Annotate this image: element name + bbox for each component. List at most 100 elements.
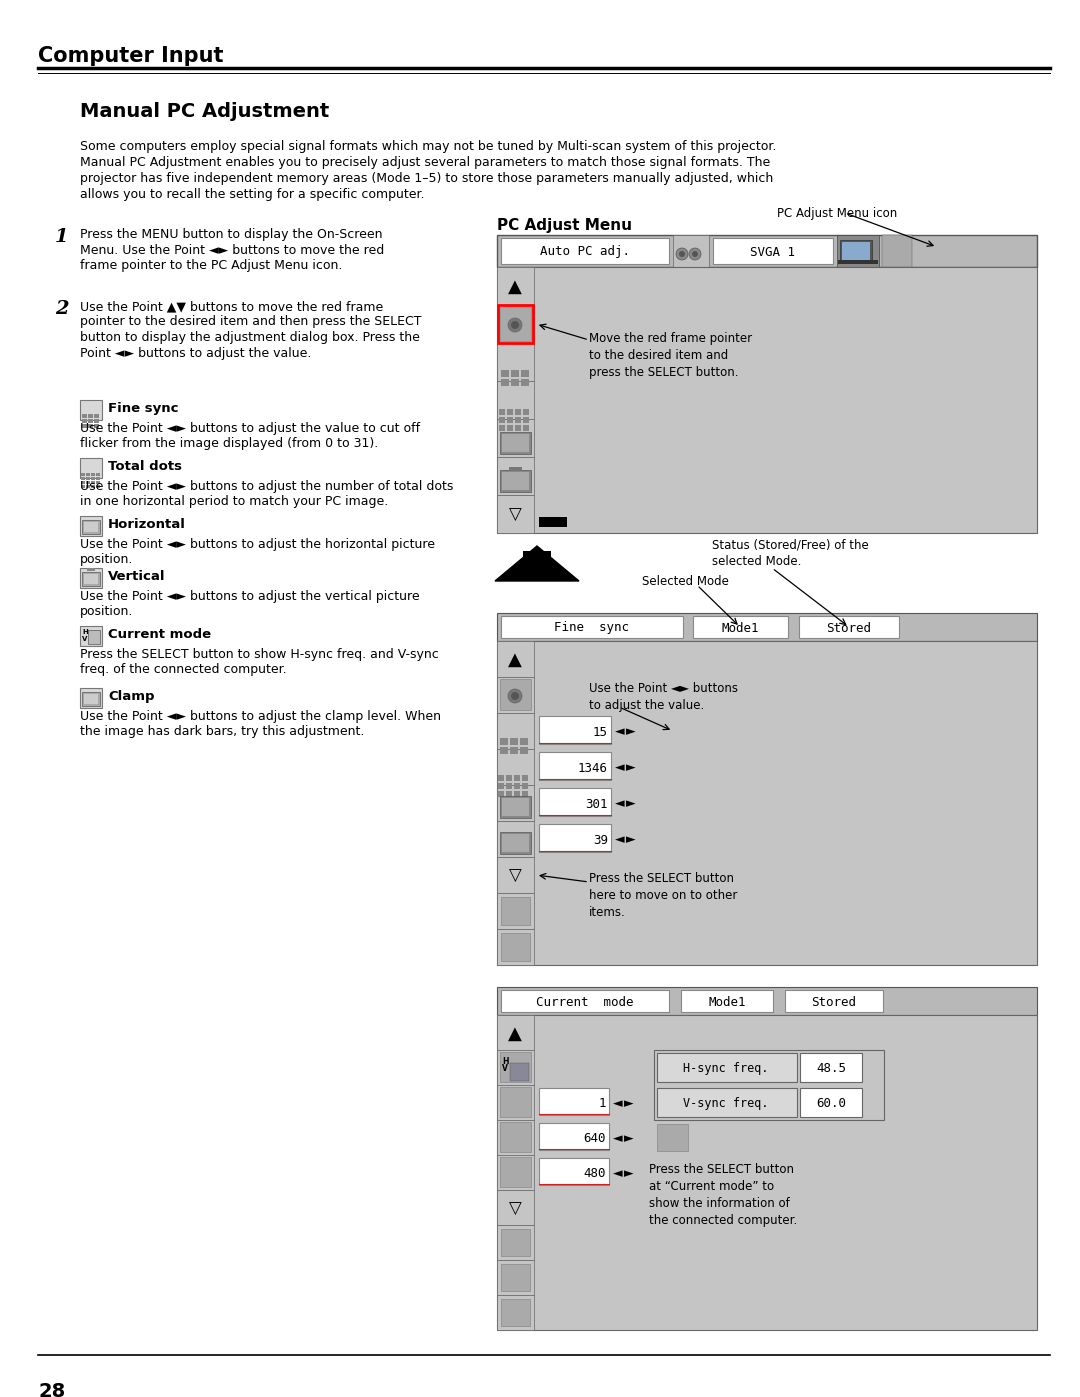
Text: position.: position. (80, 553, 133, 567)
Text: Manual PC Adjustment: Manual PC Adjustment (80, 102, 329, 122)
FancyBboxPatch shape (673, 235, 708, 267)
Text: Fine sync: Fine sync (108, 402, 178, 415)
FancyBboxPatch shape (87, 414, 93, 418)
Text: ◄: ◄ (613, 1132, 623, 1146)
Text: ►: ► (626, 798, 636, 810)
FancyBboxPatch shape (502, 798, 529, 816)
Text: Use the Point ◄► buttons to adjust the value to cut off: Use the Point ◄► buttons to adjust the v… (80, 422, 420, 434)
FancyBboxPatch shape (657, 1088, 797, 1118)
FancyBboxPatch shape (81, 474, 85, 476)
FancyBboxPatch shape (523, 416, 529, 423)
FancyBboxPatch shape (500, 432, 531, 454)
Text: Stored: Stored (826, 622, 872, 634)
FancyBboxPatch shape (514, 775, 519, 781)
FancyBboxPatch shape (96, 474, 100, 476)
Text: Current  mode: Current mode (537, 996, 634, 1009)
Text: the image has dark bars, try this adjustment.: the image has dark bars, try this adjust… (80, 725, 364, 739)
FancyBboxPatch shape (497, 749, 534, 785)
FancyBboxPatch shape (497, 344, 534, 381)
FancyBboxPatch shape (497, 1225, 534, 1260)
Text: 48.5: 48.5 (816, 1062, 846, 1076)
Text: V-sync freq.: V-sync freq. (684, 1097, 769, 1111)
FancyBboxPatch shape (84, 694, 98, 704)
FancyBboxPatch shape (522, 782, 528, 789)
FancyBboxPatch shape (501, 1229, 530, 1256)
FancyBboxPatch shape (785, 990, 883, 1011)
Text: V: V (502, 1065, 508, 1073)
FancyBboxPatch shape (80, 569, 102, 588)
FancyBboxPatch shape (497, 988, 1037, 1016)
FancyBboxPatch shape (800, 1053, 862, 1083)
Text: SVGA 1: SVGA 1 (751, 246, 796, 258)
FancyBboxPatch shape (84, 574, 98, 584)
FancyBboxPatch shape (80, 687, 102, 708)
FancyBboxPatch shape (501, 1299, 530, 1326)
Text: Manual PC Adjustment enables you to precisely adjust several parameters to match: Manual PC Adjustment enables you to prec… (80, 156, 770, 169)
FancyBboxPatch shape (507, 416, 513, 423)
Text: Some computers employ special signal formats which may not be tuned by Multi-sca: Some computers employ special signal for… (80, 140, 777, 154)
FancyBboxPatch shape (840, 240, 872, 263)
Text: position.: position. (80, 605, 133, 619)
Text: 60.0: 60.0 (816, 1097, 846, 1111)
FancyBboxPatch shape (502, 834, 529, 852)
Text: 480: 480 (583, 1166, 606, 1180)
FancyBboxPatch shape (509, 467, 522, 471)
FancyBboxPatch shape (497, 1190, 534, 1225)
Text: H: H (82, 629, 87, 636)
FancyBboxPatch shape (499, 416, 505, 423)
Text: Fine  sync: Fine sync (554, 622, 630, 634)
Circle shape (511, 692, 519, 700)
FancyBboxPatch shape (501, 1264, 530, 1291)
FancyBboxPatch shape (82, 419, 87, 423)
FancyBboxPatch shape (507, 409, 513, 415)
Text: Selected Mode: Selected Mode (642, 576, 729, 588)
Text: 2: 2 (55, 300, 69, 319)
FancyBboxPatch shape (497, 641, 534, 678)
FancyBboxPatch shape (497, 1016, 1037, 1330)
Circle shape (508, 319, 522, 332)
FancyBboxPatch shape (519, 747, 528, 754)
Text: flicker from the image displayed (from 0 to 31).: flicker from the image displayed (from 0… (80, 437, 378, 450)
Text: 301: 301 (585, 798, 608, 810)
Text: ▲: ▲ (508, 651, 522, 669)
FancyBboxPatch shape (86, 481, 90, 483)
FancyBboxPatch shape (501, 379, 509, 386)
FancyBboxPatch shape (497, 1295, 534, 1330)
Text: ▽: ▽ (509, 868, 522, 886)
Text: Total dots: Total dots (108, 460, 183, 474)
FancyBboxPatch shape (80, 626, 102, 645)
FancyBboxPatch shape (497, 712, 534, 749)
Text: in one horizontal period to match your PC image.: in one horizontal period to match your P… (80, 496, 388, 509)
FancyBboxPatch shape (91, 481, 95, 483)
FancyBboxPatch shape (500, 747, 508, 754)
Text: Point ◄► buttons to adjust the value.: Point ◄► buttons to adjust the value. (80, 346, 311, 359)
FancyBboxPatch shape (657, 1053, 797, 1083)
Text: projector has five independent memory areas (Mode 1–5) to store those parameters: projector has five independent memory ar… (80, 172, 773, 184)
Text: ▽: ▽ (509, 1200, 522, 1218)
FancyBboxPatch shape (497, 1085, 534, 1120)
FancyBboxPatch shape (497, 457, 534, 495)
FancyBboxPatch shape (514, 782, 519, 789)
Text: Menu. Use the Point ◄► buttons to move the red: Menu. Use the Point ◄► buttons to move t… (80, 243, 384, 257)
Text: ◄: ◄ (615, 834, 624, 847)
FancyBboxPatch shape (507, 775, 512, 781)
FancyBboxPatch shape (84, 522, 98, 532)
Text: ►: ► (624, 1132, 634, 1146)
FancyBboxPatch shape (94, 425, 99, 427)
FancyBboxPatch shape (498, 791, 504, 798)
Circle shape (679, 251, 685, 257)
FancyBboxPatch shape (523, 425, 529, 432)
FancyBboxPatch shape (500, 1122, 531, 1153)
FancyBboxPatch shape (497, 641, 1037, 965)
Text: V: V (82, 636, 87, 643)
FancyBboxPatch shape (81, 481, 85, 483)
Text: ▲: ▲ (508, 1024, 522, 1042)
Text: Mode1: Mode1 (721, 622, 759, 634)
Text: PC Adjust Menu: PC Adjust Menu (497, 218, 632, 233)
Text: H: H (502, 1058, 509, 1066)
FancyBboxPatch shape (510, 747, 518, 754)
Text: Press the SELECT button
at “Current mode” to
show the information of
the connect: Press the SELECT button at “Current mode… (649, 1162, 797, 1227)
FancyBboxPatch shape (522, 775, 528, 781)
FancyBboxPatch shape (497, 381, 534, 419)
Text: allows you to recall the setting for a specific computer.: allows you to recall the setting for a s… (80, 189, 424, 201)
